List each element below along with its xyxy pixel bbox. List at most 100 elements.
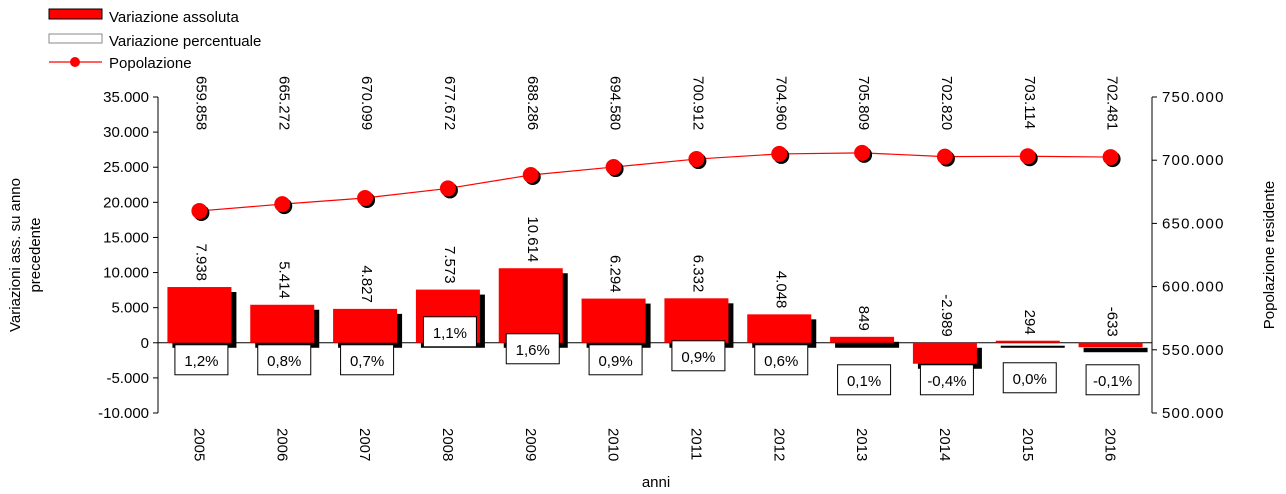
bar xyxy=(747,314,812,343)
x-tick-label: 2016 xyxy=(1102,428,1119,461)
y2-tick-label: 750.000 xyxy=(1162,89,1225,106)
percent-box xyxy=(837,364,892,396)
percent-box xyxy=(505,333,560,365)
bar xyxy=(167,287,232,343)
percent-label: -0,4% xyxy=(927,373,966,390)
bar-value-label: 6.332 xyxy=(689,255,706,293)
popolazione-value-label: 659.858 xyxy=(192,76,209,130)
y-tick-label: 25.000 xyxy=(103,159,149,176)
x-axis-title: anni xyxy=(642,474,670,491)
popolazione-value-label: 700.912 xyxy=(689,76,706,130)
legend-label-variazione-assoluta: Variazione assoluta xyxy=(109,9,239,26)
percent-label: 0,9% xyxy=(681,349,715,366)
x-tick-label: 2011 xyxy=(687,428,704,460)
x-tick-label: 2005 xyxy=(190,428,207,461)
legend-swatch-popolazione-marker xyxy=(70,57,80,67)
legend xyxy=(48,8,103,67)
percent-box xyxy=(257,344,312,376)
popolazione-value-label: 702.820 xyxy=(938,76,955,130)
percent-box xyxy=(174,344,229,376)
legend-label-variazione-percentuale: Variazione percentuale xyxy=(109,33,261,50)
bar-shadow xyxy=(1000,345,1065,348)
percent-box xyxy=(754,344,809,376)
bar xyxy=(995,340,1060,343)
y2-tick-label: 550.000 xyxy=(1162,342,1225,359)
popolazione-value-label: 688.286 xyxy=(524,76,541,130)
percent-label: -0,1% xyxy=(1093,373,1132,390)
popolazione-value-label: 677.672 xyxy=(441,76,458,130)
popolazione-marker xyxy=(605,159,622,176)
bar-value-label: 4.048 xyxy=(772,271,789,309)
y-tick-label: 35.000 xyxy=(103,89,149,106)
popolazione-marker xyxy=(522,167,539,184)
legend-swatch-variazione-percentuale xyxy=(48,33,103,44)
bar-value-label: 4.827 xyxy=(358,265,375,303)
bar xyxy=(912,342,977,364)
x-tick-label: 2010 xyxy=(605,428,622,461)
popolazione-marker xyxy=(439,180,456,197)
popolazione-marker xyxy=(1019,148,1036,165)
bar-value-label: 7.938 xyxy=(192,243,209,281)
bar xyxy=(498,268,563,343)
y2-tick-label: 650.000 xyxy=(1162,215,1225,232)
percent-box xyxy=(919,364,974,396)
percent-box xyxy=(671,340,726,372)
bar-value-label: 7.573 xyxy=(441,246,458,284)
y2-tick-label: 500.000 xyxy=(1162,405,1225,422)
popolazione-marker xyxy=(771,145,788,162)
x-tick-label: 2015 xyxy=(1019,428,1036,461)
legend-swatch-variazione-assoluta xyxy=(48,8,103,20)
percent-box xyxy=(588,344,643,376)
bar-value-label: 10.614 xyxy=(524,216,541,262)
x-tick-label: 2014 xyxy=(936,428,953,461)
percent-box xyxy=(422,316,477,348)
bar xyxy=(333,308,398,343)
bar-value-label: 5.414 xyxy=(275,261,292,299)
popolazione-marker xyxy=(936,148,953,165)
popolazione-marker xyxy=(191,202,208,219)
popolazione-value-label: 704.960 xyxy=(772,76,789,130)
y2-tick-label: 700.000 xyxy=(1162,152,1225,169)
popolazione-value-label: 703.114 xyxy=(1021,76,1038,129)
bar xyxy=(664,298,729,343)
x-tick-label: 2008 xyxy=(439,428,456,461)
percent-label: 0,0% xyxy=(1013,371,1047,388)
y-axis-title-line-1: Variazioni ass. su anno xyxy=(7,178,24,332)
bar xyxy=(250,304,315,343)
y2-tick-label: 600.000 xyxy=(1162,279,1225,296)
bar-shadow xyxy=(1083,347,1148,353)
popolazione-line xyxy=(199,152,1111,212)
y-tick-label: 5.000 xyxy=(111,300,149,317)
popolazione-marker xyxy=(357,189,374,206)
y-tick-label: 15.000 xyxy=(103,229,149,246)
percent-label: 0,8% xyxy=(267,353,301,370)
bar-value-label: -633 xyxy=(1104,307,1121,337)
bar xyxy=(581,298,646,343)
bar xyxy=(1078,342,1143,348)
y-tick-label: 0 xyxy=(141,335,149,352)
percent-box xyxy=(340,344,395,376)
bar xyxy=(830,336,895,343)
percent-label: 0,7% xyxy=(350,353,384,370)
popolazione-marker xyxy=(274,196,291,213)
percent-label: 0,1% xyxy=(847,373,881,390)
percent-label: 0,9% xyxy=(598,353,632,370)
y2-axis-title: Popolazione residente xyxy=(1261,181,1278,329)
popolazione-marker xyxy=(1102,149,1119,166)
percent-box xyxy=(1085,364,1140,396)
bar-value-label: 6.294 xyxy=(607,255,624,293)
y-tick-label: 10.000 xyxy=(103,265,149,282)
y-tick-label: -10.000 xyxy=(98,405,149,422)
legend-label-popolazione: Popolazione xyxy=(109,55,192,72)
x-tick-label: 2006 xyxy=(273,428,290,461)
bar-value-label: 294 xyxy=(1021,310,1038,335)
y-axis-title-line-2: precedente xyxy=(27,217,44,292)
popolazione-value-label: 702.481 xyxy=(1104,76,1121,130)
x-tick-label: 2007 xyxy=(356,428,373,461)
x-tick-label: 2013 xyxy=(853,428,870,461)
percent-label: 1,6% xyxy=(516,342,550,359)
x-tick-label: 2009 xyxy=(522,428,539,461)
popolazione-value-label: 665.272 xyxy=(275,76,292,130)
y-tick-label: 30.000 xyxy=(103,124,149,141)
